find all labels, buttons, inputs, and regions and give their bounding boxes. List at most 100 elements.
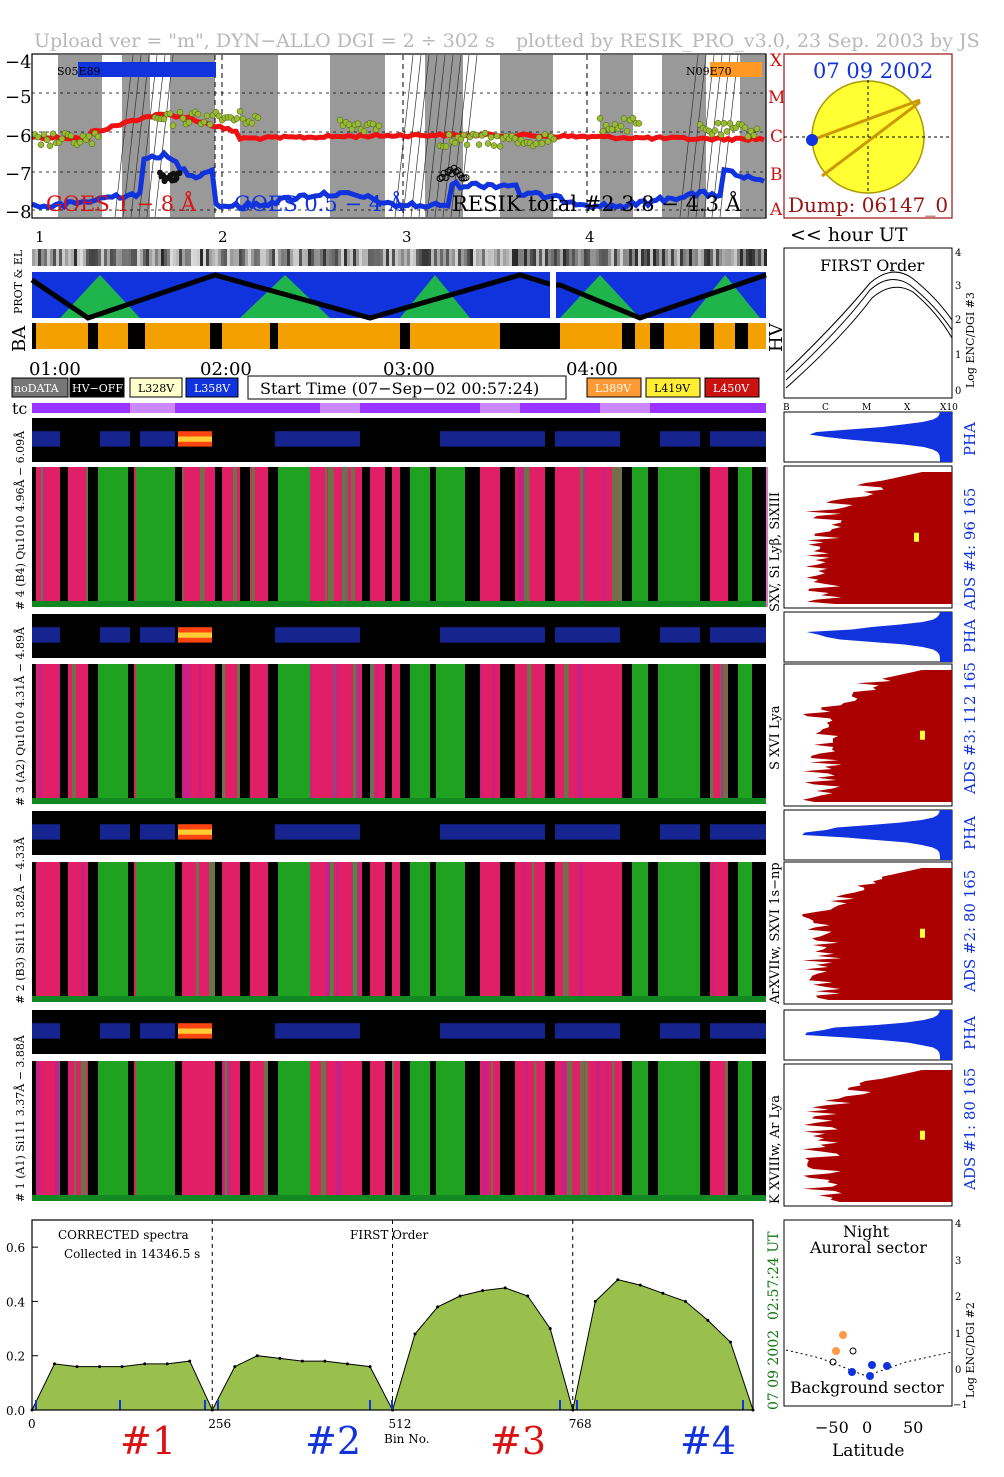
strip-cell (269, 249, 272, 266)
resik-point (438, 173, 446, 181)
legend-v389 (586, 377, 642, 398)
legend-v328-label: L328V (138, 382, 175, 395)
dyn-black-column (465, 862, 480, 1002)
dyn-stripe (200, 467, 205, 607)
dyn-black-column (500, 862, 515, 1002)
dyn-black-column (700, 862, 710, 1002)
legend-v419-label: L419V (654, 382, 691, 395)
dyn-black-column (60, 1061, 68, 1201)
strip-cell (563, 249, 566, 266)
dyn-stripe (518, 467, 524, 607)
strip-cell (716, 249, 719, 266)
dyn-stripe (725, 1061, 728, 1201)
spectrum-point (368, 1365, 372, 1369)
strip-cell (281, 249, 284, 266)
strip-cell (461, 249, 464, 266)
dyn-black-column (465, 664, 480, 804)
strip-cell (434, 249, 437, 266)
tc-segment (320, 403, 360, 413)
strip-cell (296, 249, 299, 266)
dyn-black-column (430, 467, 436, 607)
strip-cell (362, 249, 365, 266)
pha-band (440, 1023, 545, 1039)
strip-cell (185, 249, 188, 266)
strip-cell (602, 249, 605, 266)
ba-black (128, 323, 145, 349)
dyn-stripe (37, 1061, 42, 1201)
dyn-green-column (632, 862, 648, 1002)
strip-cell (77, 249, 80, 266)
dyn-black-column (128, 862, 134, 1002)
legend-v389-label: L389V (595, 382, 632, 395)
spectrum-channel-label: #1 (120, 1419, 176, 1463)
strip-cell (107, 249, 110, 266)
strip-cell (410, 249, 413, 266)
latitude-ytick: 4 (955, 1219, 961, 1230)
strip-cell (419, 249, 422, 266)
tc-segment (480, 403, 520, 413)
dyn-stripe (342, 467, 348, 607)
class-letter: C (770, 127, 783, 147)
resik-point (76, 138, 84, 146)
dyn-green-column (278, 664, 310, 804)
strip-cell (668, 249, 671, 266)
dyn-black-column (465, 1061, 480, 1201)
dyn-black-column (728, 664, 738, 804)
strip-cell (422, 249, 425, 266)
first-order-ytick: 3 (955, 281, 961, 292)
strip-cell (353, 249, 356, 266)
strip-cell (242, 249, 245, 266)
legend-v358 (185, 377, 239, 398)
spectrum-point (98, 1365, 102, 1369)
strip-cell (188, 249, 191, 266)
pha-band (555, 824, 620, 840)
latitude-marks (785, 1331, 953, 1380)
dyn-green-column (436, 1061, 465, 1201)
resik-point (475, 141, 483, 148)
strip-cell (524, 249, 527, 266)
dyn-bottom-band (32, 601, 766, 607)
dyn-black-column (752, 1061, 766, 1201)
latitude-xtick: 50 (903, 1418, 923, 1437)
pha-band (555, 1023, 620, 1039)
dyn-stripe (525, 1061, 528, 1201)
goes05-line (31, 149, 765, 212)
spectrum-point (458, 1294, 462, 1298)
strip-cell (452, 249, 455, 266)
dyn-black-column (648, 862, 658, 1002)
first-order-xtick: X10 (940, 403, 958, 413)
prot-green-area (400, 275, 470, 318)
legend-nodata-label: noDATA (14, 382, 60, 395)
spectrum-xtick: 0 (28, 1417, 36, 1431)
latitude-point (866, 1372, 874, 1380)
resik-point (714, 119, 722, 127)
first-order-curve (785, 271, 953, 373)
latitude-xtick: 0 (862, 1418, 872, 1437)
resik-point (620, 115, 628, 122)
resik-point (185, 119, 193, 126)
resik-point (711, 127, 719, 134)
resik-point (496, 143, 504, 150)
strip-cell (509, 249, 512, 266)
dyn-black-column (362, 862, 370, 1002)
spectrum-xlabel: Bin No. (384, 1432, 430, 1446)
goes-ytick: −7 (5, 164, 32, 185)
spectrum-point (661, 1291, 665, 1295)
pha-band (275, 1023, 360, 1039)
spectrum-point (706, 1318, 710, 1322)
strip-cell (677, 249, 680, 266)
resik-point (753, 125, 761, 133)
resik-point (375, 122, 383, 130)
resik-point (34, 133, 42, 141)
strip-cell (692, 249, 695, 266)
dyn-black-column (268, 467, 278, 607)
resik-point (170, 170, 177, 177)
pha-band (140, 431, 175, 447)
sun-frame (783, 53, 953, 219)
strip-cell (308, 249, 311, 266)
spectrum-ytick: 0.0 (6, 1404, 25, 1418)
strip-cell (761, 249, 764, 266)
strip-cell (755, 249, 758, 266)
dyn-black-column (175, 1061, 182, 1201)
dyn-green-column (632, 1061, 648, 1201)
